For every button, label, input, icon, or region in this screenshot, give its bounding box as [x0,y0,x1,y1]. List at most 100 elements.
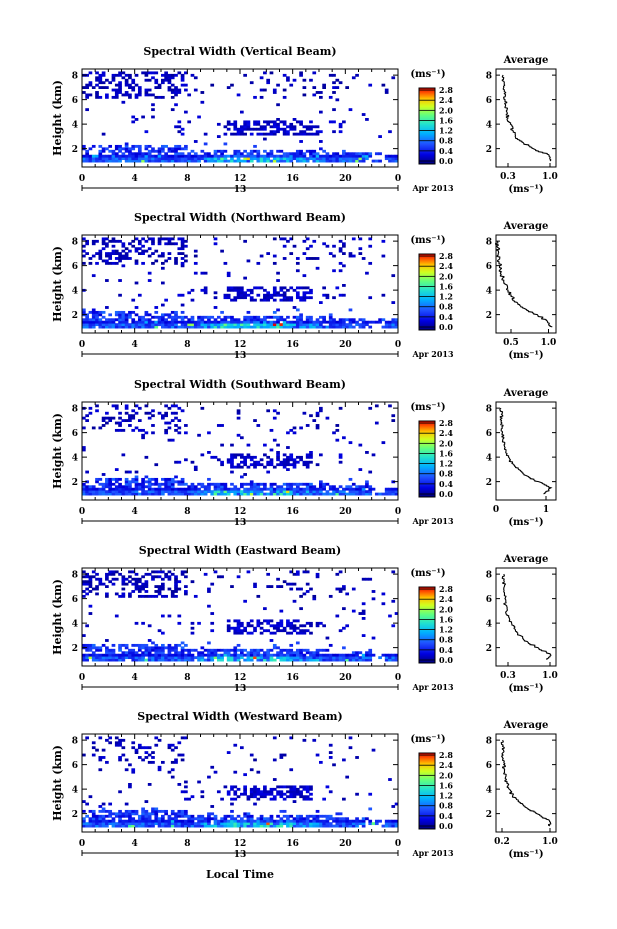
heatmap-cell [272,298,277,302]
heatmap-cell [328,157,333,161]
heatmap-cell [305,819,310,823]
heatmap-cell [351,487,356,491]
heatmap-cell [151,809,155,813]
heatmap-cell [351,587,356,591]
heatmap-cell [108,802,113,806]
heatmap-cell [85,315,89,319]
heatmap-cell [174,103,178,107]
heatmap-cell [315,257,320,260]
heatmap-cell [197,315,201,319]
heatmap-cell [167,743,172,747]
heatmap-cell [161,414,165,418]
heatmap-cell [332,73,336,77]
heatmap-cell [305,648,310,652]
heatmap-cell [184,653,188,657]
heatmap-cell [111,477,116,481]
heatmap-cell [95,490,99,494]
heatmap-cell [114,91,119,94]
heatmap-cell [299,629,303,633]
heatmap-cell [91,653,96,657]
x-tick-label: 12 [234,174,247,184]
heatmap-cell [95,239,99,243]
heatmap-cell [170,487,175,491]
heatmap-cell [98,157,103,161]
heatmap-cell [351,824,356,828]
heatmap-cell [295,152,300,156]
heatmap-cell [292,599,297,603]
heatmap-cell [85,587,89,591]
heatmap-cell [174,758,178,762]
heatmap-cell [134,748,139,752]
heatmap-cell [174,651,178,655]
heatmap-cell [131,809,136,813]
heatmap-cell [167,819,172,823]
heatmap-cell [305,814,310,818]
heatmap-cell [305,656,310,660]
heatmap-cell [111,570,116,574]
heatmap-cell [243,658,247,662]
heatmap-cell [289,824,294,828]
heatmap-cell [355,792,359,796]
heatmap-cell [223,814,228,818]
heatmap-cell [272,310,277,314]
heatmap-cell [256,492,261,496]
heatmap-cell [269,71,274,75]
heatmap-cell [118,817,122,821]
heatmap-cell [302,787,307,791]
heatmap-cell [147,71,152,75]
x-tick-label: 16 [286,673,299,683]
heatmap-cell [253,455,257,459]
heatmap-cell [95,646,99,650]
heatmap-cell [216,822,221,826]
heatmap-cell [342,320,346,324]
heatmap-cell [170,656,175,660]
heatmap-cell [315,266,320,270]
heatmap-cell [213,152,218,156]
heatmap-cell [114,736,119,740]
heatmap-cell [358,651,363,655]
y-tick-label: 8 [72,737,78,747]
heatmap-cell [220,159,224,163]
heatmap-cell [157,575,162,579]
heatmap-cell [161,149,165,153]
heatmap-cell [388,157,392,161]
heatmap-cell [295,587,300,591]
heatmap-cell [276,653,280,657]
heatmap-cell [180,310,185,314]
heatmap-cell [312,154,317,158]
heatmap-cell [368,651,373,655]
heatmap-cell [259,631,264,635]
heatmap-cell [131,86,136,89]
heatmap-cell [124,814,129,818]
heatmap-cell [292,125,297,129]
heatmap-cell [137,406,142,410]
heatmap-cell [263,88,267,92]
heatmap-cell [328,492,333,496]
heatmap-cell [299,822,303,826]
heatmap-cell [200,318,205,322]
heatmap-cell [114,614,119,618]
heatmap-cell [286,619,290,623]
heatmap-cell [381,239,386,243]
heatmap-cell [253,320,257,324]
heatmap-cell [249,653,254,657]
heatmap-cell [121,587,126,591]
heatmap-cell [371,453,376,457]
heatmap-cells [82,404,399,496]
heatmap-cell [328,485,333,489]
heatmap-cell [141,252,145,255]
heatmap-cell [299,594,303,598]
heatmap-cell [335,614,340,618]
heatmap-cell [305,318,310,322]
heatmap-cell [98,254,103,258]
heatmap-cell [105,738,109,742]
heatmap-cell [233,127,238,131]
heatmap-cell [305,132,310,136]
heatmap-cell [295,641,300,645]
heatmap-cell [289,157,294,161]
heatmap-cell [263,315,267,319]
heatmap-cell [131,817,136,821]
heatmap-cell [137,242,142,246]
heatmap-cell [240,110,244,114]
heatmap-cell [302,125,307,129]
